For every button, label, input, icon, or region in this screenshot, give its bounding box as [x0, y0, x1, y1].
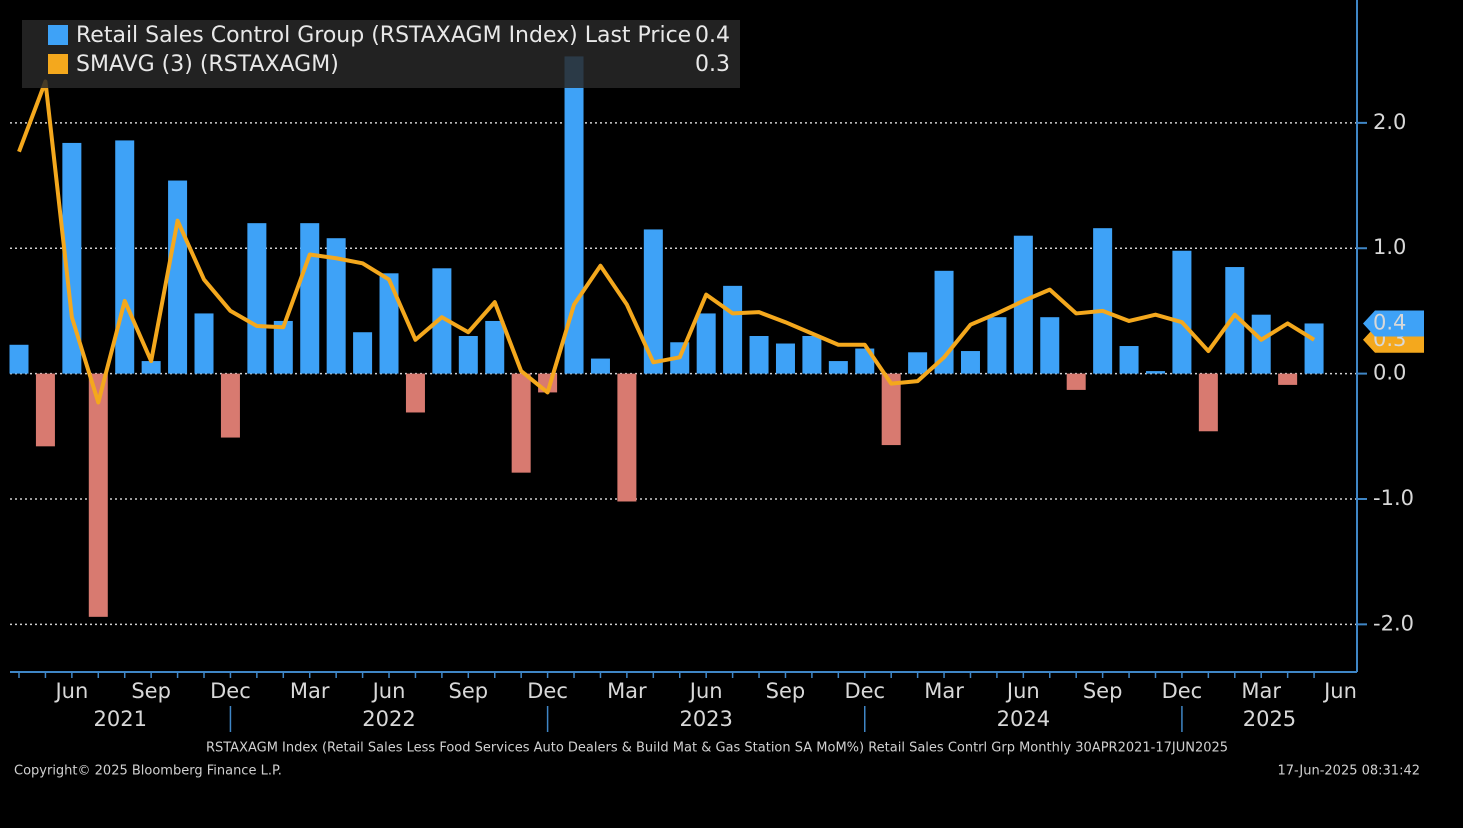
bar	[88, 373, 108, 617]
bar	[273, 320, 293, 374]
legend-swatch	[48, 54, 68, 74]
bar	[828, 361, 848, 374]
bar	[194, 313, 214, 374]
bar	[353, 332, 373, 374]
bar	[247, 223, 267, 374]
bar	[1278, 373, 1298, 385]
bar	[590, 358, 610, 374]
x-tick-label: Jun	[371, 679, 406, 703]
bar	[775, 343, 795, 374]
bar	[749, 336, 769, 374]
year-label: 2023	[679, 707, 732, 731]
bar	[908, 352, 928, 374]
bar	[458, 336, 478, 374]
sma-line	[17, 79, 1316, 405]
timestamp: 17-Jun-2025 08:31:42	[1277, 764, 1420, 779]
bar	[643, 229, 663, 374]
bar	[62, 142, 82, 374]
bar	[1119, 346, 1139, 374]
x-tick-label: Mar	[290, 679, 330, 703]
x-tick-label: Mar	[1241, 679, 1281, 703]
legend-swatch	[48, 25, 68, 45]
legend-label: SMAVG (3) (RSTAXAGM)	[76, 52, 339, 77]
bar	[1013, 235, 1033, 374]
bar	[485, 320, 505, 374]
year-label: 2025	[1243, 707, 1296, 731]
legend-value: 0.3	[695, 52, 730, 77]
bar	[1251, 314, 1271, 374]
legend-label: Retail Sales Control Group (RSTAXAGM Ind…	[76, 23, 691, 48]
x-tick-label: Dec	[527, 679, 568, 703]
x-tick-label: Sep	[766, 679, 806, 703]
x-tick-label: Sep	[1083, 679, 1123, 703]
y-tick-label: 0.0	[1373, 361, 1406, 385]
bar	[168, 180, 188, 374]
year-label: 2024	[997, 707, 1050, 731]
x-tick-label: Jun	[688, 679, 723, 703]
legend-box	[22, 20, 740, 88]
bar	[934, 270, 954, 374]
x-tick-label: Jun	[53, 679, 88, 703]
bar	[220, 373, 240, 438]
bar	[141, 361, 161, 374]
x-tick-label: Dec	[210, 679, 251, 703]
x-tick-label: Sep	[449, 679, 489, 703]
bar	[802, 336, 822, 374]
bar	[1225, 267, 1245, 374]
copyright: Copyright© 2025 Bloomberg Finance L.P.	[14, 764, 282, 779]
bar	[960, 351, 980, 374]
bar	[881, 373, 901, 446]
bar	[1304, 323, 1324, 374]
year-label: 2022	[362, 707, 415, 731]
bar	[511, 373, 531, 473]
x-tick-label: Sep	[131, 679, 171, 703]
y-tick-label: 1.0	[1373, 235, 1406, 259]
bar	[1172, 250, 1192, 374]
bar	[300, 223, 320, 374]
bar	[35, 373, 55, 447]
x-tick-label: Dec	[1162, 679, 1203, 703]
year-label: 2021	[93, 707, 146, 731]
x-tick-label: Dec	[844, 679, 885, 703]
legend-value: 0.4	[695, 23, 730, 48]
bar	[1145, 371, 1165, 374]
bar	[617, 373, 637, 502]
bar	[1040, 317, 1060, 374]
bar	[326, 238, 346, 374]
bar	[115, 140, 135, 374]
bar	[1198, 373, 1218, 432]
y-tick-label: -1.0	[1373, 486, 1414, 510]
bar	[9, 344, 29, 374]
bar	[723, 285, 743, 374]
x-tick-label: Mar	[607, 679, 647, 703]
bar	[405, 373, 425, 413]
bar	[379, 273, 399, 374]
y-tick-label: -2.0	[1373, 611, 1414, 635]
last-value-label: 0.4	[1373, 310, 1406, 334]
bar	[987, 317, 1007, 374]
x-tick-label: Jun	[1005, 679, 1040, 703]
last-value-tag	[1363, 310, 1424, 337]
bar	[432, 268, 452, 374]
bar	[1093, 228, 1113, 374]
x-tick-label: Mar	[924, 679, 964, 703]
bar	[696, 313, 716, 374]
bar	[1066, 373, 1086, 390]
footer: RSTAXAGM Index (Retail Sales Less Food S…	[206, 741, 1228, 756]
x-tick-label: Jun	[1322, 679, 1357, 703]
y-tick-label: 2.0	[1373, 110, 1406, 134]
